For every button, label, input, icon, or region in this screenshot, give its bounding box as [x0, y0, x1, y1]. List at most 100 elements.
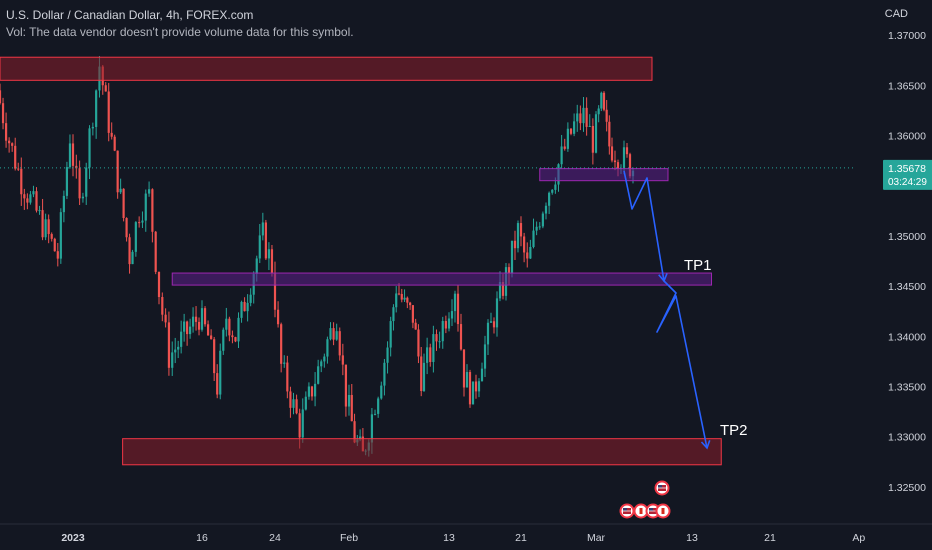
candle-body [465, 372, 469, 388]
candle-body [429, 347, 432, 363]
candle-body [373, 413, 377, 415]
candle-body [264, 222, 267, 259]
y-tick-label: 1.33000 [888, 432, 926, 444]
y-tick-label: 1.32500 [888, 482, 926, 494]
volume-note: Vol: The data vendor doesn't provide vol… [6, 25, 354, 39]
candle-body [526, 252, 529, 259]
candle-body [317, 366, 320, 384]
candle-body [602, 92, 606, 110]
x-tick-label: 21 [764, 532, 776, 544]
x-tick-label: 13 [443, 532, 455, 544]
candle-body [59, 212, 62, 259]
y-tick-label: 1.34500 [888, 281, 926, 293]
candle-body [286, 362, 289, 392]
candle-body [301, 409, 304, 438]
us-flag-icon [654, 480, 670, 496]
us-flag-icon [619, 503, 635, 519]
candle-body [392, 307, 395, 322]
candle-body [585, 107, 588, 127]
candle-body [453, 293, 457, 312]
candle-body [344, 364, 348, 407]
price-badge [883, 159, 932, 190]
candle-body [350, 395, 353, 422]
candle-body [197, 321, 201, 330]
candle-body [610, 146, 614, 161]
candle-body [151, 189, 154, 232]
candle-body [47, 219, 50, 235]
candle-body [134, 222, 137, 252]
flag-leaf [661, 508, 665, 514]
candle-body [498, 282, 502, 299]
candle-body [62, 195, 65, 213]
candle-body [231, 335, 234, 338]
middle-band [171, 272, 712, 286]
x-tick-label: 21 [515, 532, 527, 544]
candle-body [255, 258, 258, 275]
candle-body [280, 324, 283, 364]
candle-body [228, 318, 231, 336]
candle-body [1, 103, 5, 124]
candle-body [276, 309, 280, 325]
candle-body [243, 301, 246, 312]
candle-body [608, 121, 611, 147]
candle-body [154, 231, 157, 272]
currency-label: CAD [884, 8, 908, 20]
candle-body [95, 90, 98, 127]
candle-body [370, 414, 374, 443]
candle-body [492, 321, 496, 328]
candle-body [426, 347, 429, 363]
candle-body [65, 167, 69, 196]
candle-body [206, 324, 210, 336]
y-tick-label: 1.34000 [888, 331, 926, 343]
candle-body [174, 349, 177, 353]
candle-body [347, 395, 351, 407]
candle-body [161, 297, 164, 315]
candle-body [26, 198, 29, 203]
candle-body [323, 356, 326, 362]
candle-body [551, 189, 554, 193]
candle-body [246, 302, 249, 312]
candle-body [573, 121, 576, 134]
candle-body [450, 311, 454, 319]
candle-body [380, 385, 383, 399]
candle-body [560, 146, 563, 165]
candle-body [483, 344, 487, 369]
candle-body [335, 331, 338, 340]
candle-body [600, 92, 603, 109]
x-tick-label: 13 [686, 532, 698, 544]
candle-body [579, 113, 582, 124]
flag-leaf [639, 508, 643, 514]
candle-body [471, 381, 475, 405]
candle-body [377, 398, 380, 414]
candle-body [81, 196, 85, 199]
candle-body [261, 222, 264, 236]
candle-body [164, 314, 167, 323]
candle-body [203, 308, 207, 325]
candle-body [501, 282, 505, 296]
candle-body [409, 302, 412, 306]
candle-body [313, 383, 317, 397]
flag-canton [658, 485, 662, 488]
candle-body [292, 399, 295, 408]
candle-body [225, 318, 228, 330]
candle-body [307, 386, 311, 397]
candle-body [594, 114, 598, 153]
candle-body [447, 318, 451, 329]
candle-body [625, 147, 629, 155]
flag-canton [623, 508, 627, 511]
candle-body [591, 125, 594, 153]
x-tick-label: 2023 [61, 532, 85, 544]
candle-body [75, 165, 78, 169]
candle-body [417, 329, 420, 357]
candle-body [258, 235, 261, 259]
candle-body [566, 128, 569, 149]
y-tick-label: 1.37000 [888, 30, 926, 42]
candle-body [267, 249, 271, 259]
candle-body [406, 297, 409, 303]
candle-body [157, 271, 161, 298]
candle-body [4, 123, 8, 141]
candle-body [519, 223, 523, 237]
candle-body [397, 293, 401, 295]
candle-body [113, 136, 116, 151]
